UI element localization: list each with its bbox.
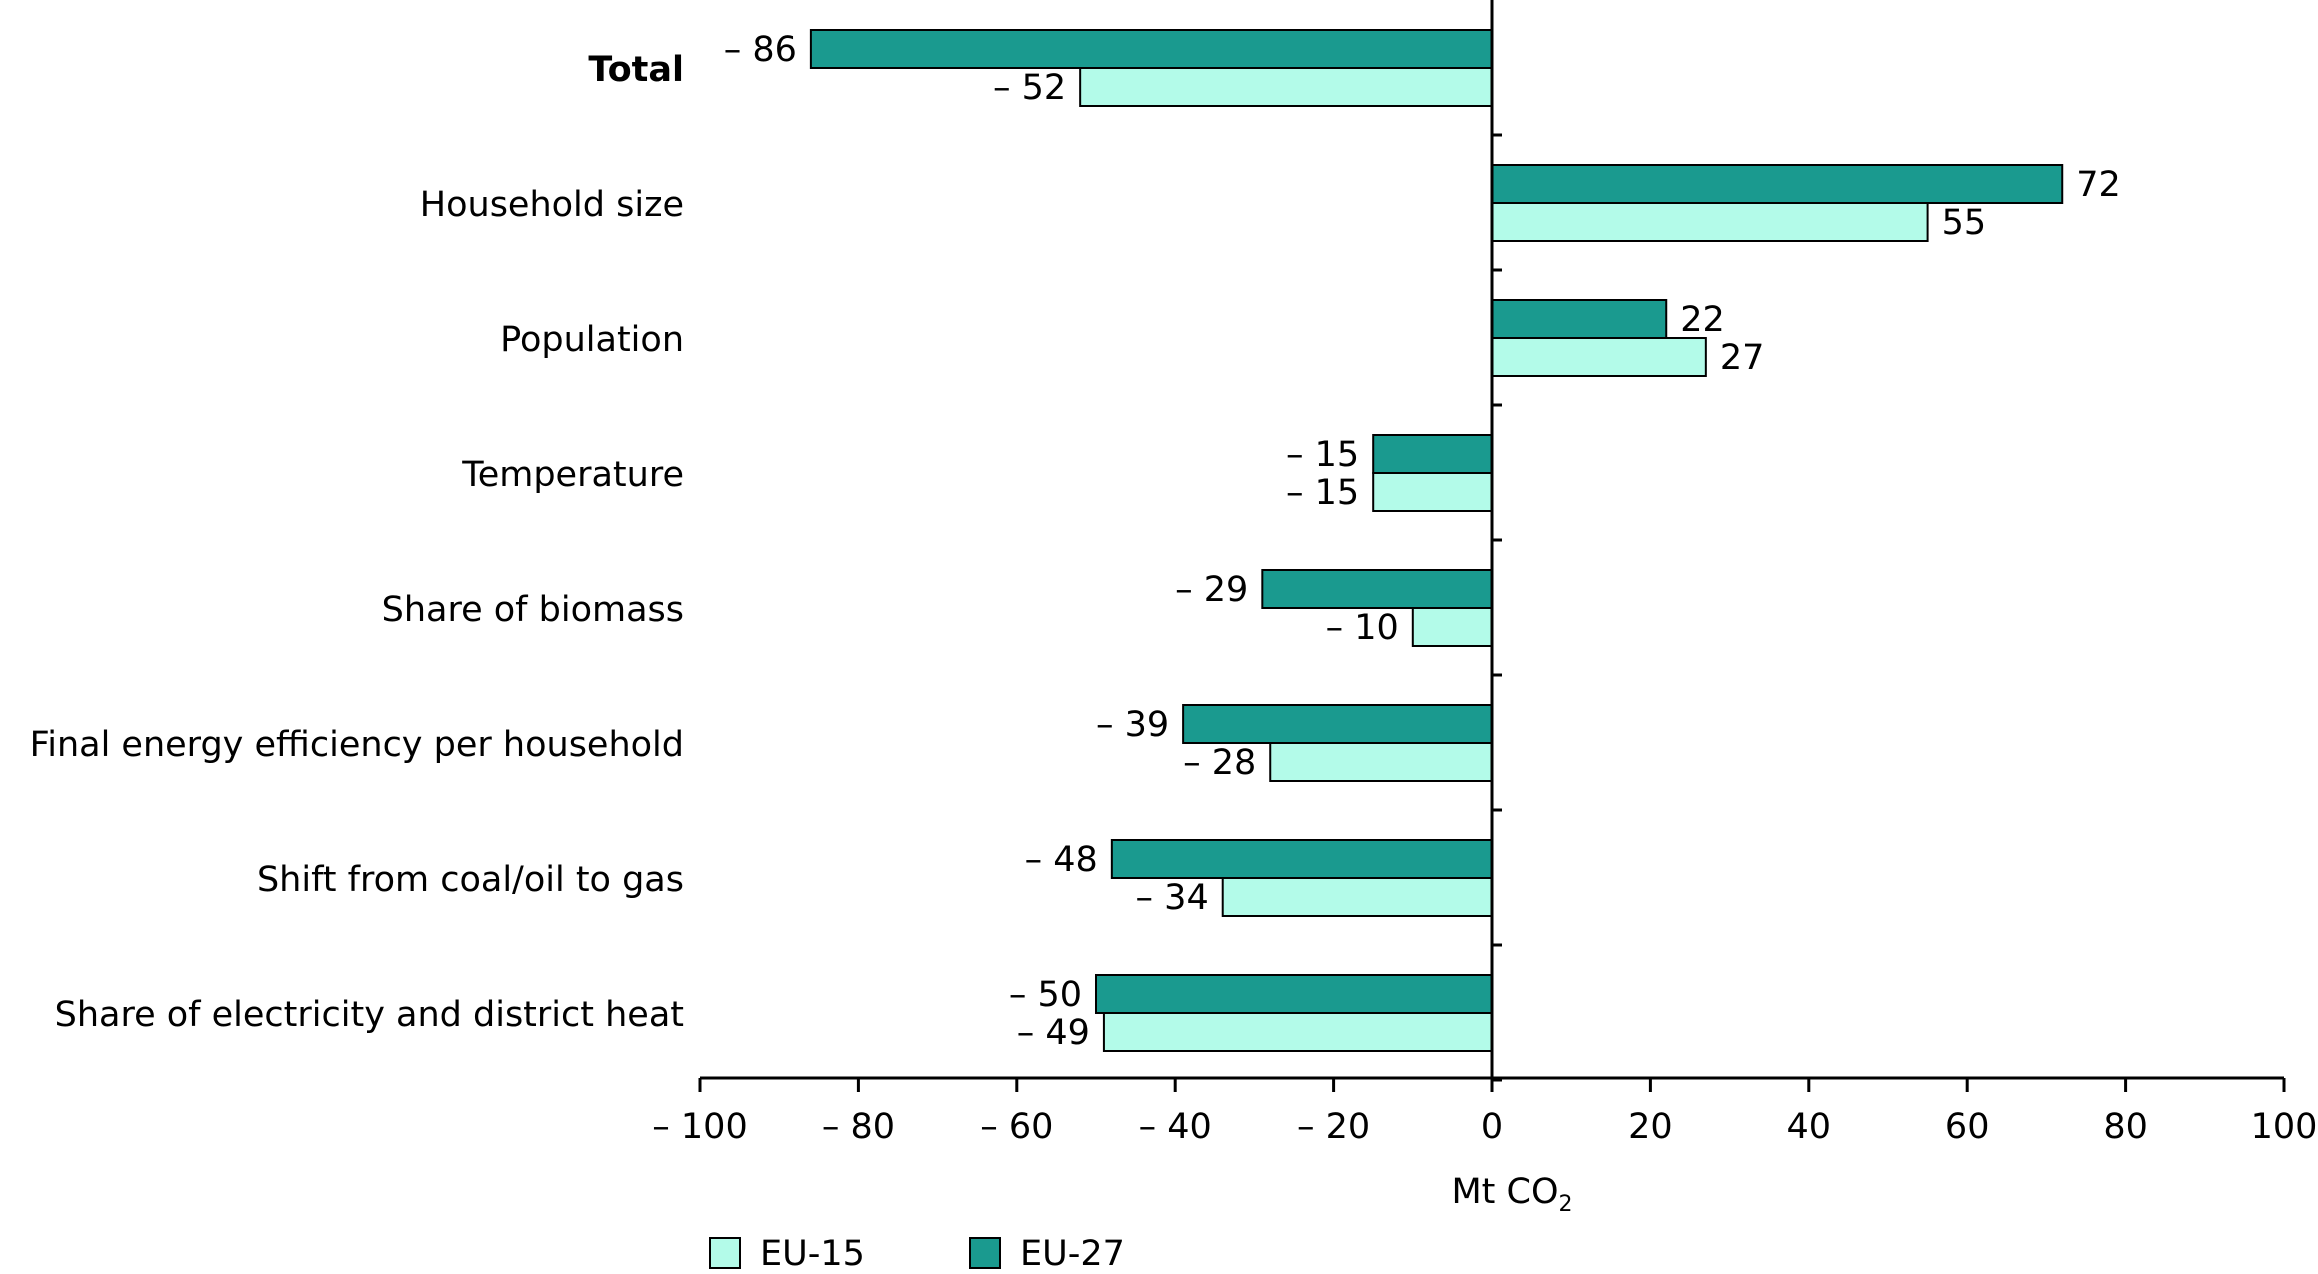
bar-eu-27 (1372, 434, 1493, 474)
data-label: 22 (1680, 300, 1725, 340)
bar-eu-27 (1491, 299, 1668, 339)
x-tick-label: 0 (1481, 1107, 1503, 1147)
legend-swatch-eu-15 (709, 1237, 741, 1269)
data-label: – 39 (1096, 705, 1169, 745)
legend: EU-15 EU-27 (709, 1234, 1125, 1274)
data-label: – 15 (1286, 473, 1359, 513)
data-label: – 15 (1286, 435, 1359, 475)
bars-group (809, 29, 2064, 1052)
category-label: Share of electricity and district heat (55, 995, 684, 1035)
category-label: Total (588, 50, 684, 90)
data-label: 72 (2076, 165, 2121, 205)
bar-eu-15 (1372, 472, 1493, 512)
data-label: – 10 (1326, 608, 1399, 648)
bar-eu-15 (1411, 607, 1494, 647)
data-label: – 48 (1025, 840, 1098, 880)
bar-eu-27 (1261, 569, 1493, 609)
x-tick-label: 100 (2251, 1107, 2318, 1147)
category-label: Share of biomass (382, 590, 684, 630)
legend-label: EU-15 (760, 1234, 865, 1274)
x-tick-label: 20 (1628, 1107, 1673, 1147)
category-label: Temperature (461, 455, 684, 495)
x-tick-label: – 80 (822, 1107, 895, 1147)
data-label: 27 (1720, 338, 1765, 378)
legend-label: EU-27 (1020, 1234, 1125, 1274)
data-label: – 29 (1175, 570, 1248, 610)
category-label: Shift from coal/oil to gas (257, 860, 684, 900)
bar-eu-15 (1269, 742, 1493, 782)
category-label: Final energy efficiency per household (30, 725, 684, 765)
data-label: – 52 (993, 68, 1066, 108)
bar-eu-27 (1491, 164, 2064, 204)
x-axis-title: Mt CO2 (1451, 1172, 1572, 1217)
bar-eu-15 (1079, 67, 1494, 107)
x-tick-label: – 20 (1297, 1107, 1370, 1147)
x-tick-label: 60 (1945, 1107, 1990, 1147)
bar-eu-27 (1095, 974, 1493, 1014)
bar-eu-15 (1491, 337, 1707, 377)
data-label: – 34 (1136, 878, 1209, 918)
data-label: – 50 (1009, 975, 1082, 1015)
x-tick-label: – 40 (1139, 1107, 1212, 1147)
bar-eu-27 (809, 29, 1493, 69)
data-label: – 86 (724, 30, 797, 70)
category-label: Household size (420, 185, 684, 225)
data-label: – 49 (1017, 1013, 1090, 1053)
bar-eu-15 (1102, 1012, 1494, 1052)
category-label: Population (500, 320, 684, 360)
x-tick-label: 40 (1787, 1107, 1832, 1147)
x-tick-label: – 100 (652, 1107, 747, 1147)
bar-eu-15 (1491, 202, 1929, 242)
category-labels: Total Household size Population Temperature… (30, 50, 684, 1035)
x-tick-label: 80 (2103, 1107, 2148, 1147)
bar-eu-15 (1221, 877, 1493, 917)
bar-eu-27 (1182, 704, 1493, 744)
axes: – 100 – 80 – 60 – 40 – 20 0 20 40 60 80 100 Mt CO2 (652, 0, 2317, 1217)
data-label: – 28 (1183, 743, 1256, 783)
data-label: 55 (1942, 203, 1987, 243)
legend-swatch-eu-27 (969, 1237, 1001, 1269)
x-tick-label: – 60 (980, 1107, 1053, 1147)
bar-eu-27 (1110, 839, 1493, 879)
